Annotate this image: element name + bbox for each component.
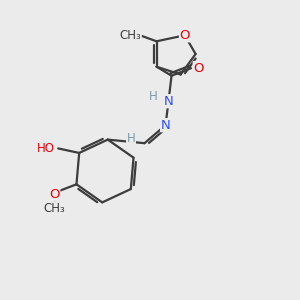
Text: CH₃: CH₃ — [120, 29, 141, 42]
Text: N: N — [164, 95, 173, 108]
Text: O: O — [193, 62, 204, 75]
Text: H: H — [148, 90, 157, 103]
Text: O: O — [49, 188, 60, 201]
Text: H: H — [127, 132, 135, 145]
Text: HO: HO — [37, 142, 55, 155]
Text: O: O — [179, 29, 190, 42]
Text: CH₃: CH₃ — [44, 202, 65, 215]
Text: N: N — [161, 119, 170, 132]
